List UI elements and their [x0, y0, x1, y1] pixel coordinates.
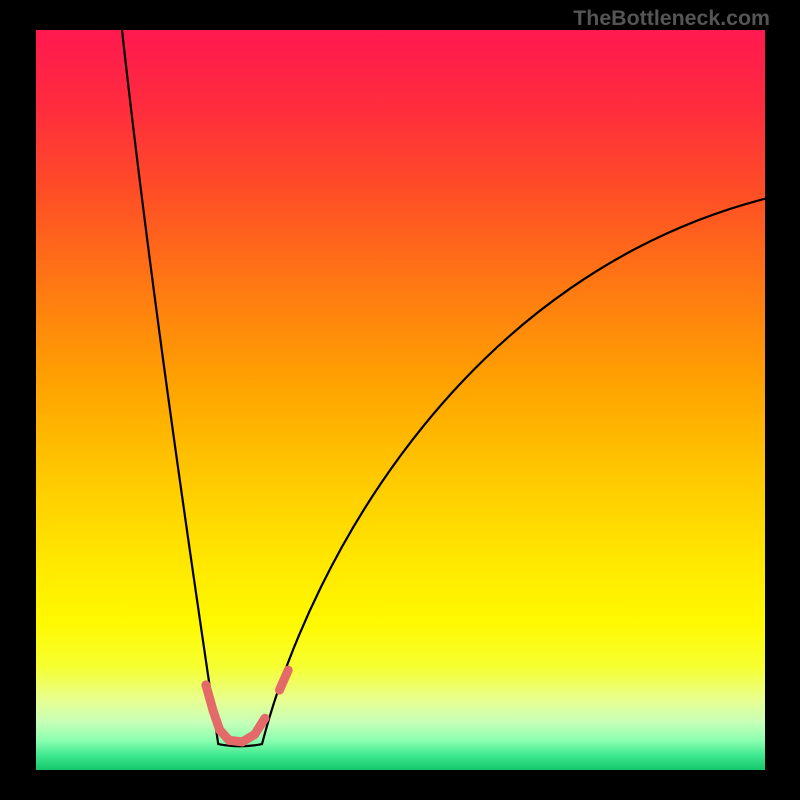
gradient-panel: [36, 30, 765, 770]
chart-svg: [0, 0, 800, 800]
watermark-label: TheBottleneck.com: [573, 6, 770, 31]
